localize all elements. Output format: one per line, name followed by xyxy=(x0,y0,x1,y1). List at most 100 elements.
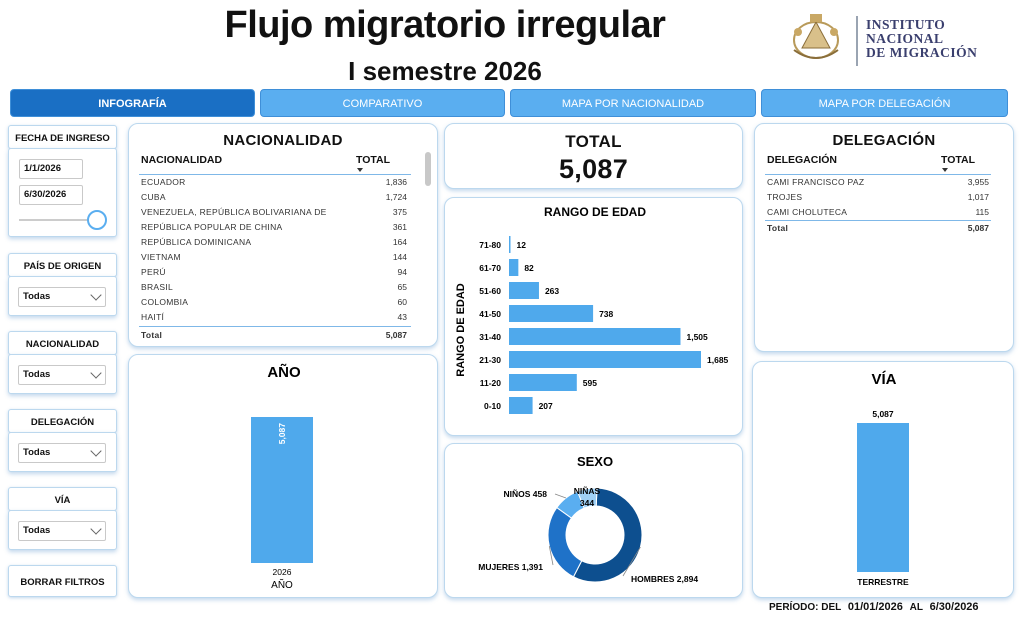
nacionalidad-select-value: Todas xyxy=(23,369,51,380)
nacionalidad-row-total: 60 xyxy=(397,297,407,307)
delegacion-total-value: 5,087 xyxy=(967,223,989,233)
nacionalidad-select[interactable]: Todas xyxy=(18,365,106,385)
delegacion-col-name[interactable]: DELEGACIÓN xyxy=(767,154,838,166)
delegacion-row-name[interactable]: CAMI CHOLUTECA xyxy=(767,207,848,217)
nacionalidad-row-name[interactable]: REPÚBLICA POPULAR DE CHINA xyxy=(141,222,283,232)
total-divider xyxy=(765,220,991,221)
chevron-down-icon xyxy=(90,523,102,535)
nacionalidad-row-name[interactable]: PERÚ xyxy=(141,267,166,277)
delegacion-row-total: 115 xyxy=(975,207,989,217)
nacionalidad-row-total: 65 xyxy=(397,282,407,292)
sexo-chart: SEXO HOMBRES 2,894 MUJERES 1,391 NIÑOS 458 N… xyxy=(478,454,698,584)
sexo-data-label: HOMBRES 2,894 xyxy=(631,574,698,584)
via-data-label: 5,087 xyxy=(872,409,894,419)
nacionalidad-filter-label: NACIONALIDAD xyxy=(25,339,100,350)
pais-filter-panel: Todas xyxy=(8,276,117,316)
nacionalidad-row-total: 375 xyxy=(392,207,407,217)
delegacion-total-label: Total xyxy=(767,223,789,233)
sort-desc-icon[interactable] xyxy=(942,168,948,172)
rango-edad-tick-label: 51-60 xyxy=(479,286,501,296)
rango-edad-data-label: 82 xyxy=(524,263,534,273)
table-scrollbar[interactable] xyxy=(425,152,431,186)
sexo-data-label: MUJERES 1,391 xyxy=(478,562,543,572)
via-bar xyxy=(857,423,909,572)
rango-edad-title: RANGO DE EDAD xyxy=(544,205,646,219)
logo-divider xyxy=(856,16,858,66)
rango-edad-data-label: 263 xyxy=(545,286,559,296)
sexo-card: SEXO HOMBRES 2,894 MUJERES 1,391 NIÑOS 458 N… xyxy=(444,443,743,598)
nacionalidad-row-total: 1,836 xyxy=(385,177,407,187)
rango-edad-tick-label: 71-80 xyxy=(479,240,501,250)
nav-tabs: INFOGRAFÍA COMPARATIVO MAPA POR NACIONAL… xyxy=(10,89,1008,117)
borrar-filtros-button[interactable]: BORRAR FILTROS xyxy=(8,565,117,597)
tab-mapa-nacionalidad[interactable]: MAPA POR NACIONALIDAD xyxy=(510,89,756,117)
tab-infografia[interactable]: INFOGRAFÍA xyxy=(10,89,255,117)
nacionalidad-row-name[interactable]: HAITÍ xyxy=(141,312,165,322)
rango-edad-tick-label: 21-30 xyxy=(479,355,501,365)
periodo-label: PERÍODO: DEL xyxy=(769,602,842,613)
delegacion-filter-label: DELEGACIÓN xyxy=(30,417,95,428)
fecha-start-input[interactable]: 1/1/2026 xyxy=(19,159,83,179)
nacionalidad-row-name[interactable]: REPÚBLICA DOMINICANA xyxy=(141,237,252,247)
delegacion-row-name[interactable]: TROJES xyxy=(767,192,803,202)
periodo-end: 6/30/2026 xyxy=(929,601,979,613)
page-title: Flujo migratorio irregular xyxy=(224,4,666,46)
chevron-down-icon xyxy=(90,289,102,301)
fecha-end-input[interactable]: 6/30/2026 xyxy=(19,185,83,205)
nacionalidad-row-total: 144 xyxy=(392,252,407,262)
nacionalidad-row-name[interactable]: COLOMBIA xyxy=(141,297,189,307)
nacionalidad-col-name[interactable]: NACIONALIDAD xyxy=(141,154,223,166)
delegacion-row-total: 3,955 xyxy=(967,177,989,187)
sexo-leader-line xyxy=(554,493,567,499)
date-slider-handle[interactable] xyxy=(87,210,107,230)
periodo-footer: PERÍODO: DEL 01/01/2026 AL 6/30/2026 xyxy=(769,601,979,613)
nacionalidad-filter-header: NACIONALIDAD xyxy=(8,331,117,355)
nacionalidad-row-name[interactable]: ECUADOR xyxy=(141,177,186,187)
nacionalidad-row-name[interactable]: CUBA xyxy=(141,192,166,202)
nacionalidad-filter-panel: Todas xyxy=(8,354,117,394)
nacionalidad-col-total[interactable]: TOTAL xyxy=(356,154,391,166)
delegacion-row-name[interactable]: CAMI FRANCISCO PAZ xyxy=(767,177,865,187)
anio-bar xyxy=(251,417,313,563)
periodo-mid: AL xyxy=(909,602,923,613)
tab-comparativo[interactable]: COMPARATIVO xyxy=(260,89,505,117)
via-chart: VÍA 5,087 TERRESTRE xyxy=(857,371,909,587)
via-select-value: Todas xyxy=(23,525,51,536)
nacionalidad-row-name[interactable]: BRASIL xyxy=(141,282,174,292)
rango-edad-bar xyxy=(509,305,594,322)
sexo-data-value: 344 xyxy=(580,498,594,508)
nacionalidad-row-name[interactable]: VIETNAM xyxy=(141,252,181,262)
sexo-slice xyxy=(576,487,598,509)
fecha-filter-panel: 1/1/2026 6/30/2026 xyxy=(8,148,117,237)
header-divider xyxy=(765,174,991,175)
delegacion-col-total[interactable]: TOTAL xyxy=(941,154,976,166)
rango-edad-tick-label: 11-20 xyxy=(480,378,502,388)
via-card: VÍA 5,087 TERRESTRE xyxy=(752,361,1014,598)
sexo-slice xyxy=(572,487,643,583)
rango-edad-bar xyxy=(509,282,539,299)
rango-edad-data-label: 1,685 xyxy=(707,355,729,365)
anio-axis-label: AÑO xyxy=(271,578,293,591)
pais-select[interactable]: Todas xyxy=(18,287,106,307)
pais-filter-header: PAÍS DE ORIGEN xyxy=(8,253,117,277)
header-divider xyxy=(139,174,411,175)
rango-edad-tick-label: 41-50 xyxy=(479,309,501,319)
sort-desc-icon[interactable] xyxy=(357,168,363,172)
delegacion-row-total: 1,017 xyxy=(967,192,989,202)
tab-mapa-delegacion[interactable]: MAPA POR DELEGACIÓN xyxy=(761,89,1008,117)
date-slider-track xyxy=(19,219,99,221)
nacionalidad-row-total: 1,724 xyxy=(385,192,407,202)
via-title: VÍA xyxy=(871,371,896,388)
delegacion-select-value: Todas xyxy=(23,447,51,458)
anio-card: AÑO 5,087 2026 AÑO xyxy=(128,354,438,598)
rango-edad-tick-label: 0-10 xyxy=(484,401,501,411)
via-select[interactable]: Todas xyxy=(18,521,106,541)
sexo-data-label: NIÑAS xyxy=(574,486,601,496)
nacionalidad-row-name[interactable]: VENEZUELA, REPÚBLICA BOLIVARIANA DE xyxy=(141,207,327,217)
total-card: TOTAL 5,087 xyxy=(444,123,743,189)
rango-edad-tick-label: 61-70 xyxy=(479,263,501,273)
rango-edad-bar xyxy=(509,351,701,368)
delegacion-select[interactable]: Todas xyxy=(18,443,106,463)
